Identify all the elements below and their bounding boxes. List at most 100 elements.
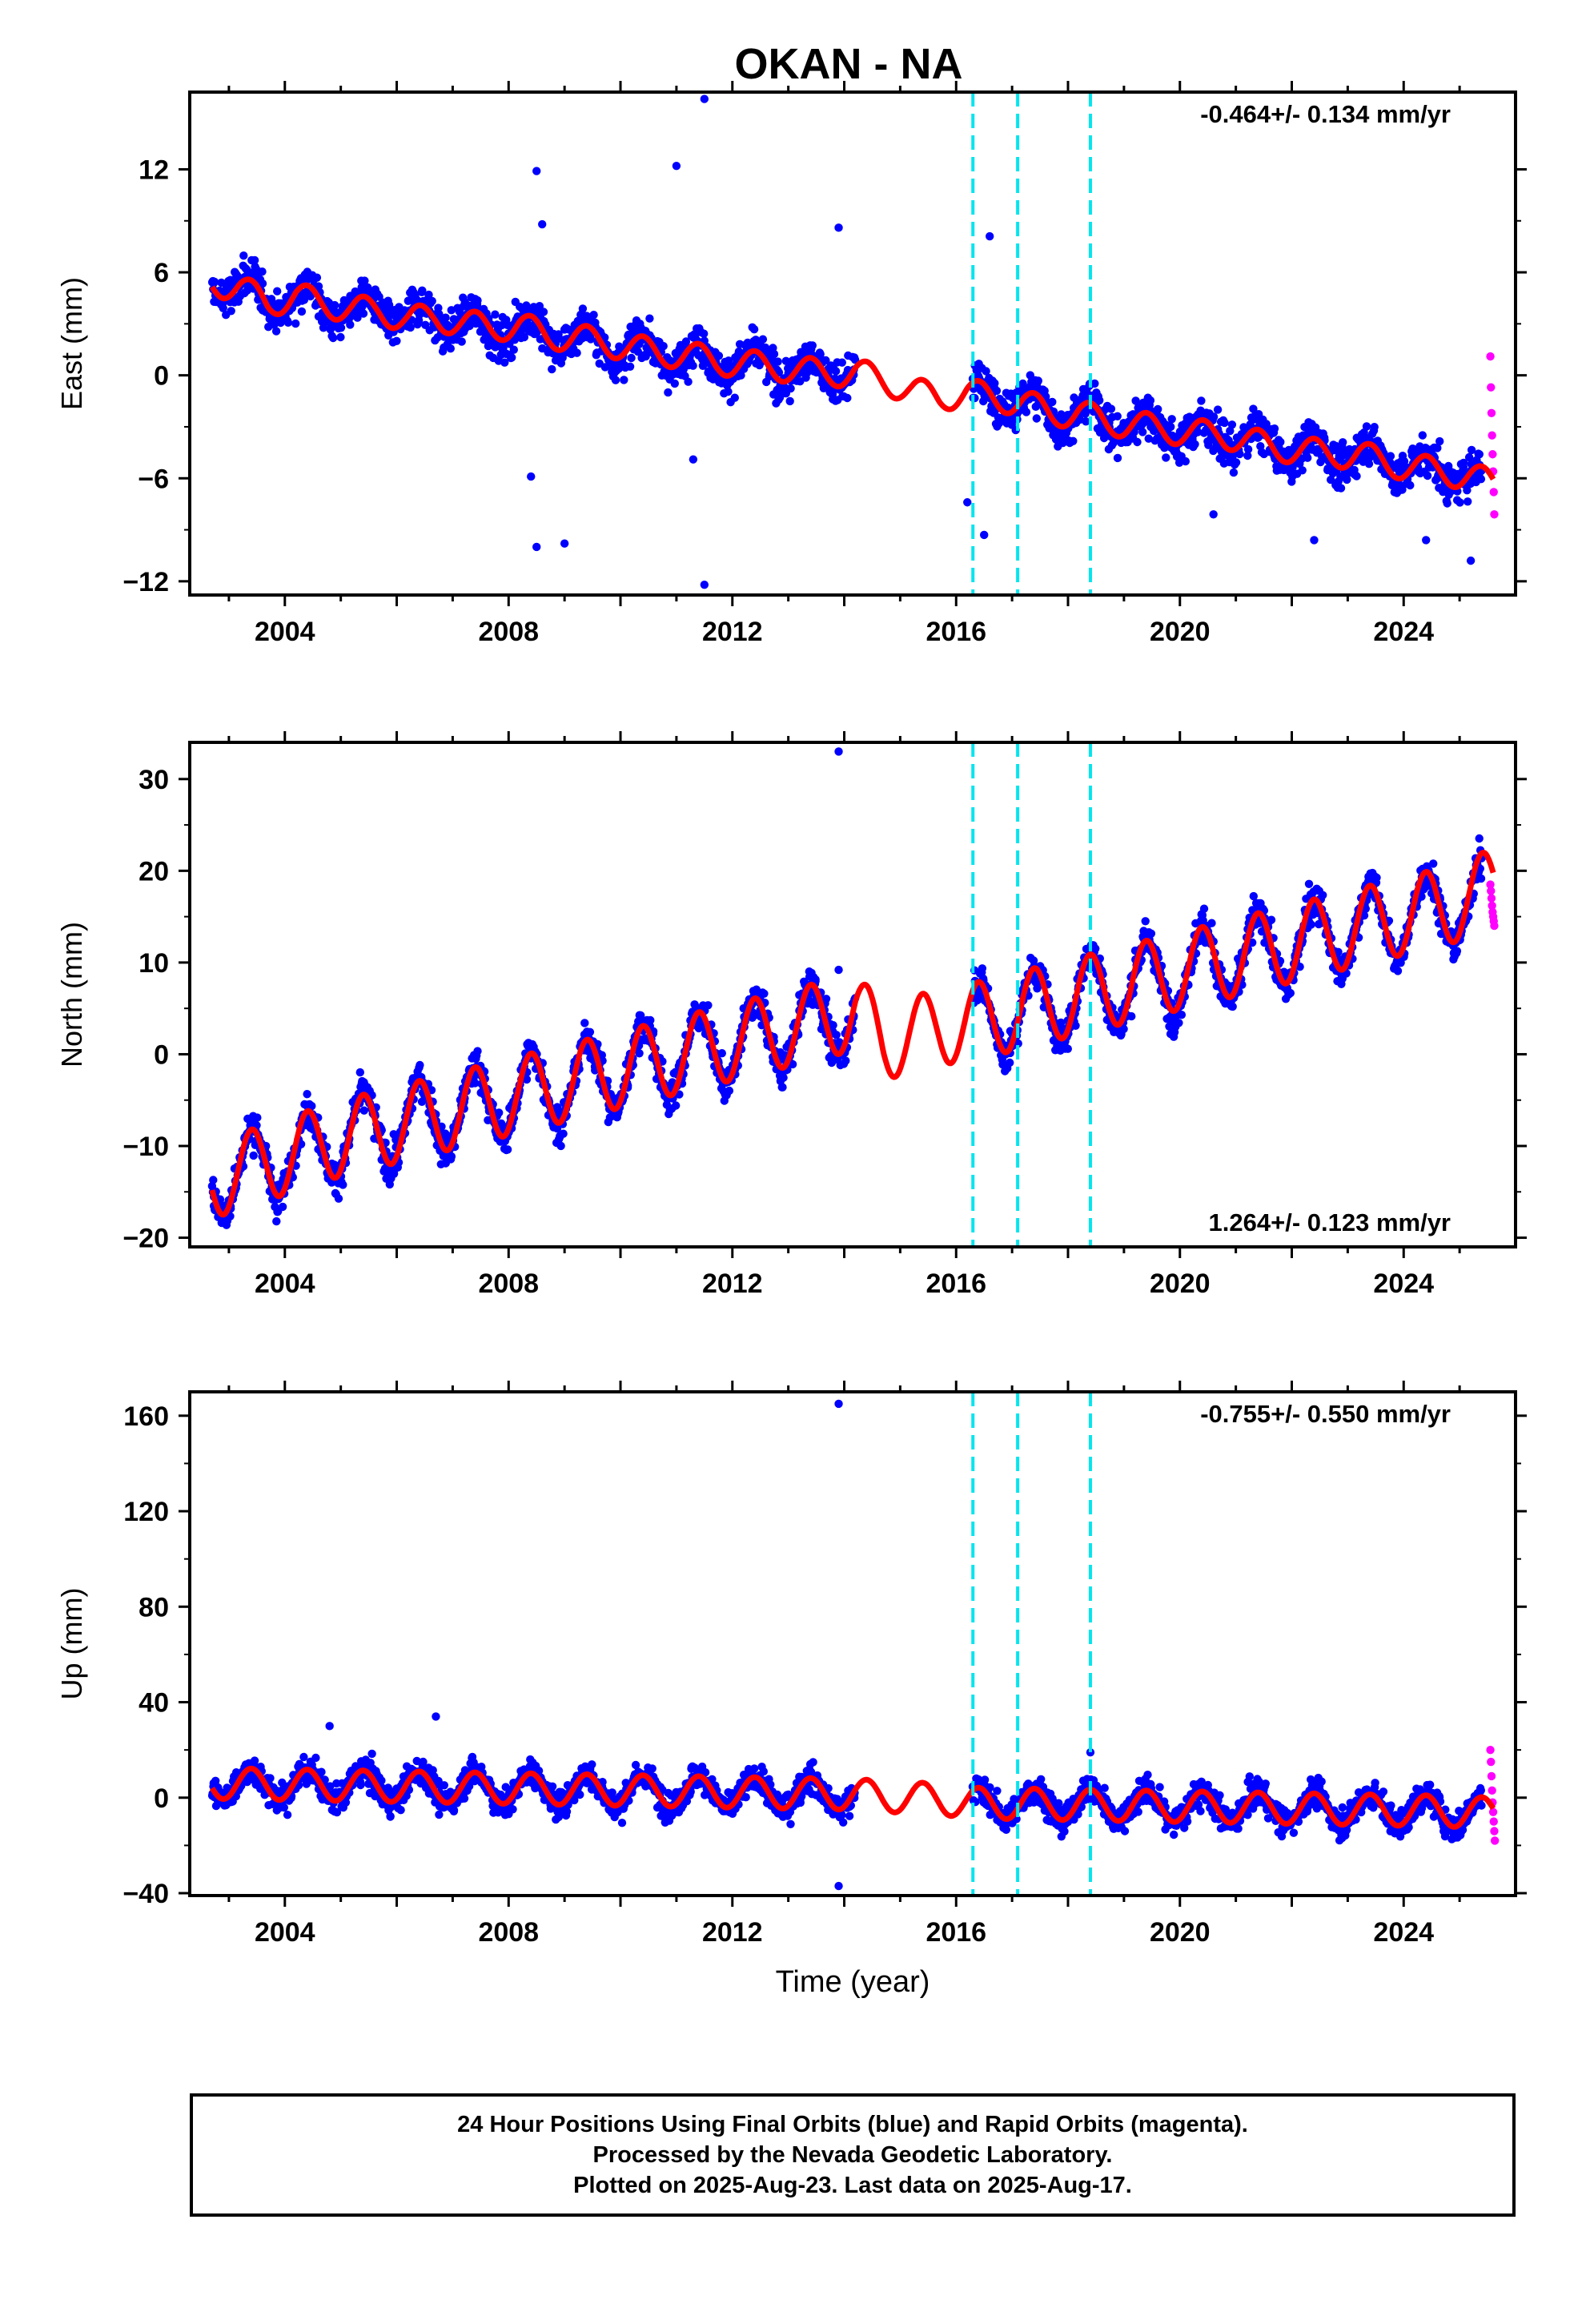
final-orbit-point	[700, 329, 709, 338]
final-orbit-point	[336, 324, 346, 332]
final-orbit-point	[611, 376, 620, 384]
final-orbit-point	[253, 1113, 262, 1122]
final-orbit-point	[1352, 472, 1361, 480]
final-orbit-point	[559, 1129, 568, 1138]
final-orbit-point	[1243, 444, 1253, 454]
y-tick-label: 10	[139, 948, 169, 979]
final-orbit-point	[359, 309, 368, 318]
final-orbit-point	[355, 1068, 364, 1077]
final-orbit-point	[283, 1811, 292, 1819]
final-orbit-point	[271, 327, 281, 336]
final-orbit-point	[447, 1152, 456, 1161]
final-orbit-point	[1174, 1019, 1183, 1027]
final-orbit-point	[1090, 379, 1099, 388]
final-orbit-point	[635, 1049, 644, 1058]
final-orbit-point	[585, 1027, 595, 1037]
final-orbit-point	[1286, 988, 1295, 998]
final-orbit-point	[1144, 434, 1153, 443]
rapid-orbit-point	[1488, 431, 1496, 440]
final-orbit-point	[779, 1073, 788, 1082]
final-orbit-point	[548, 364, 556, 374]
final-orbit-point	[1249, 404, 1258, 413]
final-orbit-point	[1452, 947, 1462, 955]
plot-area-north	[207, 742, 1499, 1247]
final-orbit-point	[1475, 450, 1484, 459]
y-tick-label: −6	[138, 464, 169, 494]
final-orbit-point	[1081, 409, 1090, 418]
final-orbit-point	[457, 337, 466, 346]
rapid-orbit-point	[1490, 510, 1499, 519]
final-orbit-point	[1304, 879, 1314, 889]
final-orbit-point	[359, 1106, 368, 1115]
final-orbit-point	[384, 300, 394, 309]
final-orbit-outlier-point	[538, 219, 547, 229]
final-orbit-point	[1220, 418, 1229, 428]
final-orbit-outlier-point	[1466, 556, 1476, 565]
final-orbit-point	[1406, 480, 1415, 490]
final-orbit-point	[578, 304, 588, 313]
final-orbit-point	[737, 371, 745, 380]
final-orbit-point	[239, 251, 248, 260]
x-tick-label: 2016	[926, 1269, 986, 1299]
final-orbit-point	[1362, 422, 1371, 431]
final-orbit-point	[978, 964, 987, 973]
y-tick-label: 12	[139, 155, 169, 185]
final-orbit-point	[1476, 475, 1486, 484]
final-orbit-point	[832, 1031, 841, 1039]
final-orbit-point	[336, 332, 345, 342]
final-orbit-point	[1423, 471, 1432, 480]
final-orbit-point	[508, 353, 516, 362]
final-orbit-point	[670, 379, 679, 388]
plot-frame	[188, 90, 1517, 597]
final-orbit-point	[219, 304, 227, 312]
final-orbit-point	[428, 296, 436, 306]
final-orbit-point	[850, 356, 860, 364]
final-orbit-outlier-point	[834, 747, 843, 756]
final-orbit-point	[266, 1774, 275, 1783]
final-orbit-point	[1113, 412, 1122, 420]
final-orbit-outlier-point	[834, 223, 843, 232]
final-orbit-point	[749, 325, 759, 334]
x-tick-label: 2020	[1150, 617, 1211, 647]
final-orbit-outlier-point	[532, 167, 541, 175]
x-tick-label: 2024	[1373, 1269, 1434, 1299]
final-orbit-point	[434, 304, 443, 312]
final-orbit-point	[1207, 919, 1216, 927]
final-orbit-point	[522, 1075, 532, 1084]
final-orbit-point	[1146, 396, 1155, 405]
final-orbit-point	[328, 333, 338, 343]
final-orbit-outlier-point	[672, 161, 681, 171]
final-orbit-point	[520, 332, 529, 342]
final-orbit-outlier-point	[689, 455, 698, 464]
final-orbit-point	[1435, 436, 1444, 446]
final-orbit-point	[346, 320, 355, 329]
final-orbit-outlier-point	[980, 530, 989, 540]
final-orbit-point	[509, 345, 518, 354]
final-orbit-point	[831, 367, 841, 376]
final-orbit-point	[1433, 444, 1442, 452]
final-orbit-point	[1227, 420, 1237, 429]
final-orbit-point	[1476, 874, 1486, 883]
final-orbit-point	[646, 1015, 655, 1025]
final-orbit-point	[1069, 436, 1078, 445]
final-orbit-point	[1113, 453, 1122, 463]
rapid-orbit-point	[1489, 488, 1498, 497]
final-orbit-point	[303, 1090, 311, 1099]
x-tick-label: 2008	[478, 1269, 539, 1299]
rapid-orbit-point	[1487, 383, 1496, 392]
final-orbit-point	[625, 362, 635, 371]
plot-area-east	[207, 92, 1499, 595]
final-orbit-point	[1399, 456, 1409, 466]
final-orbit-point	[769, 349, 779, 359]
y-tick-label: 30	[139, 765, 169, 795]
final-orbit-point	[1181, 456, 1191, 466]
final-orbit-point	[1141, 917, 1150, 926]
final-orbit-point	[684, 377, 693, 386]
final-orbit-point	[1270, 424, 1279, 433]
final-orbit-point	[473, 296, 482, 305]
final-orbit-point	[689, 361, 697, 370]
final-orbit-point	[500, 358, 509, 367]
y-tick-label: 20	[139, 856, 169, 887]
final-orbit-point	[1167, 415, 1176, 424]
